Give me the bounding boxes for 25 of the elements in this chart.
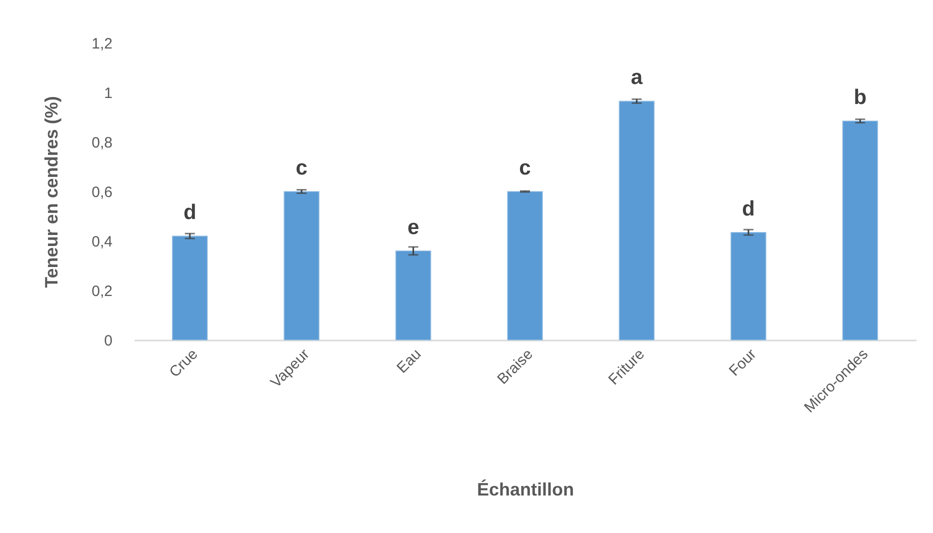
annotation: d [742, 197, 755, 220]
bar [618, 100, 655, 340]
x-axis-title: Échantillon [476, 480, 574, 500]
y-axis-title: Teneur en cendres (%) [42, 96, 62, 288]
x-tick-label: Eau [394, 346, 425, 377]
annotation: e [407, 216, 420, 239]
y-tick-label: 0,8 [92, 134, 112, 152]
bar [284, 191, 320, 340]
annotation: b [854, 86, 867, 109]
y-tick-label: 1,2 [92, 36, 112, 52]
y-tick-label: 0,2 [92, 283, 112, 300]
annotation: a [630, 66, 643, 90]
bar [730, 232, 766, 340]
bar [395, 250, 432, 340]
annotation: d [183, 201, 196, 224]
annotation: c [519, 156, 532, 180]
y-tick-label: 0,6 [92, 184, 112, 201]
bar [172, 236, 208, 340]
annotation: c [296, 156, 308, 180]
bar [507, 191, 543, 340]
y-tick-label: 1 [104, 85, 112, 102]
x-tick-label: Crue [166, 346, 202, 381]
y-tick-label: 0 [104, 332, 112, 350]
y-tick-label: 0,4 [92, 234, 112, 250]
bar [842, 120, 878, 340]
